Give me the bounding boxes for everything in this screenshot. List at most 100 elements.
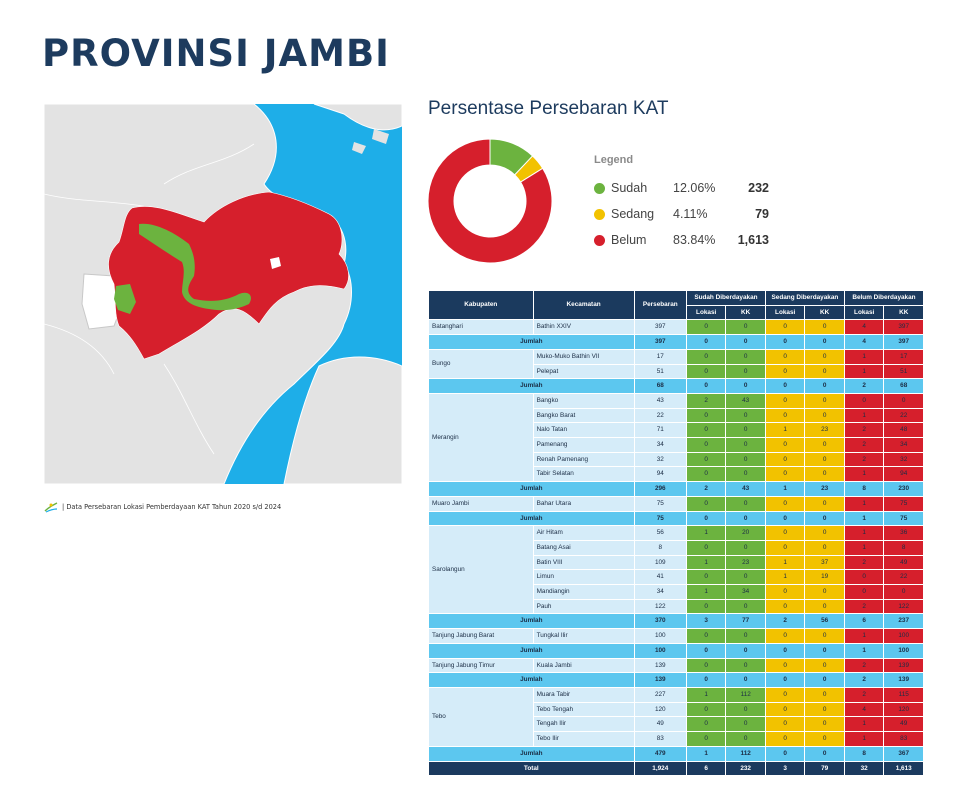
subtotal-row: Jumlah 68 0 0 0 0 2 68 [428,378,924,394]
legend-swatch [594,182,605,194]
sudah-kk-cell: 0 [725,437,766,453]
sudah-kk-cell: 0 [725,495,766,512]
belum-kk-cell: 0 [883,584,924,600]
sedang-lokasi-cell: 0 [764,539,806,556]
subtotal-cell: 2 [843,378,885,394]
sedang-lokasi-cell: 0 [764,495,806,512]
total-cell: 32 [843,760,885,777]
col-header-persebaran: Persebaran [633,289,687,321]
subtotal-cell: 230 [883,481,924,497]
donut-chart [428,139,552,263]
sudah-lokasi-cell: 1 [685,584,727,600]
persebaran-cell: 22 [633,407,687,424]
legend-item-belum: Belum 83.84% 1,613 [594,227,769,253]
belum-lokasi-cell: 0 [843,392,885,409]
kabupaten-cell: Sarolangun [428,525,534,615]
subtotal-cell: 77 [725,613,766,630]
table-row: Tebo Ilir 83 0 0 0 0 1 83 [429,731,924,747]
persebaran-cell: 83 [633,731,687,747]
persebaran-cell: 17 [633,348,687,365]
subtotal-cell: 75 [633,510,687,527]
subtotal-cell: 1 [843,510,885,527]
sudah-kk-cell: 0 [725,348,766,365]
subtotal-cell: 68 [633,378,687,394]
belum-kk-cell: 83 [883,731,924,747]
sedang-lokasi-cell: 0 [764,628,806,644]
subtotal-cell: 0 [764,642,806,659]
land-island-east [283,356,402,484]
persebaran-cell: 43 [633,392,687,409]
legend-swatch [594,208,605,220]
subtotal-row: Jumlah 479 1 112 0 0 8 367 [428,745,924,762]
kecamatan-cell: Pauh [532,598,635,615]
subtotal-cell: 0 [764,672,806,688]
region-unmapped-2 [270,257,281,269]
subtotal-cell: 397 [633,334,687,350]
subtotal-cell: 0 [804,642,845,659]
sudah-lokasi-cell: 0 [685,451,727,468]
table-header-row: Kabupaten Kecamatan Persebaran Sudah Dib… [428,289,925,321]
sedang-kk-cell: 37 [804,554,845,571]
legend-count: 1,613 [737,233,769,247]
sudah-kk-cell: 0 [725,628,766,644]
belum-lokasi-cell: 0 [843,569,885,586]
table-row: Pelepat 51 0 0 0 0 1 51 [429,363,924,380]
belum-lokasi-cell: 2 [843,554,885,571]
sedang-kk-cell: 0 [804,495,845,512]
kecamatan-cell: Bangko Barat [532,407,635,424]
belum-kk-cell: 49 [883,716,924,733]
subtotal-cell: 0 [764,378,806,394]
kabupaten-cell: Tanjung Jabung Timur [428,657,534,674]
persebaran-cell: 56 [633,525,687,541]
belum-lokasi-cell: 2 [843,422,885,439]
subtotal-cell: 0 [725,672,766,688]
sedang-lokasi-cell: 0 [764,716,806,733]
col-header-lokasi: Lokasi [764,304,806,321]
belum-lokasi-cell: 2 [843,686,885,703]
legend-label: Sedang [611,207,655,221]
sedang-kk-cell: 0 [804,584,845,600]
col-header-lokasi: Lokasi [685,304,727,321]
sudah-kk-cell: 34 [725,584,766,600]
sedang-kk-cell: 0 [804,451,845,468]
subtotal-cell: 43 [725,481,766,497]
total-cell: 3 [764,760,806,777]
kecamatan-cell: Muko-Muko Bathin VII [532,348,635,365]
chart-legend: Legend Sudah 12.06% 232 Sedang 4.11% 79 … [594,154,769,253]
sudah-lokasi-cell: 0 [685,716,727,733]
belum-kk-cell: 94 [883,466,924,483]
total-row: Total 1,924 6 232 3 79 32 1,613 [428,760,924,777]
belum-kk-cell: 0 [883,392,924,409]
region-sudah-2 [114,284,136,314]
subtotal-label: Jumlah [428,378,635,394]
belum-lokasi-cell: 1 [843,407,885,424]
kecamatan-cell: Tengah Ilir [532,716,635,733]
table-row: Muaro Jambi Bahar Utara 75 0 0 0 0 1 75 [428,495,924,512]
subtotal-cell: 397 [883,334,924,350]
sedang-lokasi-cell: 1 [764,569,806,586]
sudah-kk-cell: 0 [725,598,766,615]
belum-lokasi-cell: 0 [843,584,885,600]
belum-lokasi-cell: 1 [843,716,885,733]
kat-distribution-table: Kabupaten Kecamatan Persebaran Sudah Dib… [428,289,925,777]
source-note: | Data Persebaran Lokasi Pemberdayaan KA… [44,501,281,513]
kecamatan-cell: Pamenang [532,437,635,453]
subtotal-cell: 0 [804,510,845,527]
kecamatan-cell: Renah Pamenang [532,451,635,468]
sudah-lokasi-cell: 1 [685,686,727,703]
legend-percent: 12.06% [673,181,716,195]
subtotal-cell: 100 [633,642,687,659]
belum-lokasi-cell: 1 [843,348,885,365]
sedang-lokasi-cell: 0 [764,392,806,409]
subtotal-cell: 0 [804,378,845,394]
kecamatan-cell: Bangko [532,392,635,409]
table-row: Pamenang 34 0 0 0 0 2 34 [429,437,924,453]
sudah-kk-cell: 0 [725,466,766,483]
sudah-lokasi-cell: 0 [685,319,727,336]
subtotal-cell: 0 [685,334,727,350]
subtotal-cell: 139 [633,672,687,688]
belum-lokasi-cell: 1 [843,731,885,747]
sedang-kk-cell: 0 [804,437,845,453]
legend-label: Sudah [611,181,648,195]
persebaran-cell: 34 [633,437,687,453]
